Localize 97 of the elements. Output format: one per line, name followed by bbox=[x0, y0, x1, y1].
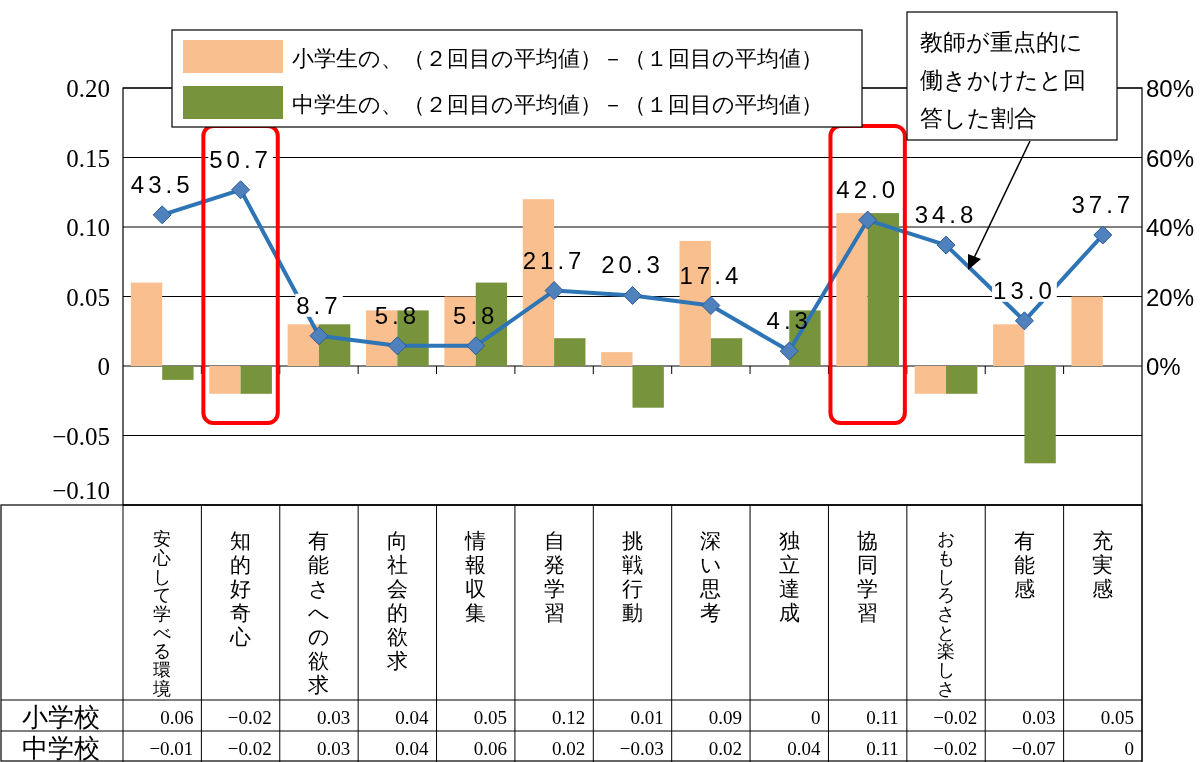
text: 中学校 bbox=[22, 734, 100, 762]
x-tick-label: 自発学習 bbox=[543, 528, 565, 625]
data-label: 17.4 bbox=[679, 261, 743, 289]
data-label: 0.12 bbox=[552, 707, 586, 728]
point bbox=[623, 285, 642, 305]
data-label: 0.05 bbox=[473, 707, 507, 728]
bar bbox=[554, 338, 586, 366]
x-tick-label: 知的好奇心 bbox=[229, 528, 252, 649]
data-label: 0 bbox=[810, 707, 821, 728]
legend-label: 小学生の、（２回目の平均値）－（１回目の平均値） bbox=[292, 46, 823, 71]
annotation: 教師が重点的に働きかけたと回答した割合 bbox=[920, 29, 1086, 131]
point bbox=[936, 235, 956, 255]
point bbox=[779, 341, 799, 361]
bar bbox=[946, 366, 978, 394]
point bbox=[1093, 225, 1113, 245]
bar bbox=[836, 213, 868, 366]
data-label: 0 bbox=[1124, 738, 1134, 759]
x-tick-label: 独立達成 bbox=[778, 528, 800, 625]
legend-label: 中学生の、（２回目の平均値）－（１回目の平均値） bbox=[292, 92, 823, 117]
data-label: 0.04 bbox=[395, 707, 430, 728]
point bbox=[544, 281, 564, 301]
y-tick-label: −0.05 bbox=[52, 422, 110, 450]
data-label: 0.03 bbox=[316, 738, 351, 759]
data-label: −0.02 bbox=[227, 738, 272, 759]
data-label: 43.5 bbox=[130, 170, 194, 198]
data-label: 37.7 bbox=[1071, 190, 1135, 218]
y-tick-label: 0.10 bbox=[66, 214, 110, 241]
data-label: 50.7 bbox=[209, 145, 272, 173]
bar bbox=[993, 324, 1025, 366]
data-label: −0.02 bbox=[933, 707, 978, 728]
data-label: 42.0 bbox=[836, 176, 900, 204]
data-label: 0.02 bbox=[708, 738, 743, 759]
bar bbox=[1071, 296, 1103, 366]
category-label: 安心して学べる環境 bbox=[153, 529, 172, 699]
data-label: 0.01 bbox=[630, 707, 664, 728]
data-label: 5.8 bbox=[374, 301, 421, 329]
category-label: おもしろさと楽しさ bbox=[937, 529, 956, 699]
y2-tick-label: 0% bbox=[1146, 353, 1181, 380]
point bbox=[701, 296, 721, 316]
data-label: 5.8 bbox=[453, 301, 499, 329]
text: 小学校 bbox=[22, 703, 100, 732]
data-label: 0.02 bbox=[552, 738, 586, 759]
bar bbox=[209, 366, 241, 394]
point bbox=[231, 180, 251, 200]
data-label: 0.04 bbox=[787, 738, 821, 759]
y-tick-label: 0.05 bbox=[66, 283, 110, 311]
x-tick-label: 充実感 bbox=[1092, 528, 1114, 601]
y-tick-label: 0.15 bbox=[66, 144, 110, 172]
data-label: 20.3 bbox=[601, 251, 664, 279]
y2-tick-label: 40% bbox=[1146, 214, 1195, 241]
bar bbox=[162, 366, 194, 380]
y2-tick-label: 80% bbox=[1146, 75, 1195, 102]
x-tick-label: 有能感 bbox=[1013, 528, 1035, 601]
bar bbox=[1024, 366, 1056, 464]
x-tick-label: 協同学習 bbox=[857, 528, 879, 625]
x-tick-label: 有能さへの欲求 bbox=[307, 528, 330, 697]
bar bbox=[710, 338, 743, 366]
data-label: 13.0 bbox=[993, 276, 1056, 304]
x-tick-label: 深い思考 bbox=[699, 528, 722, 625]
bar bbox=[287, 324, 319, 366]
x-tick-label: 情報収集 bbox=[464, 528, 487, 625]
point bbox=[858, 210, 878, 230]
data-label: 0.03 bbox=[316, 707, 351, 728]
data-label: −0.03 bbox=[619, 738, 664, 759]
data-label: 0.11 bbox=[866, 707, 899, 728]
y-tick-label: 0.20 bbox=[66, 75, 110, 102]
point bbox=[466, 336, 486, 356]
y2-tick-label: 60% bbox=[1146, 144, 1195, 172]
point bbox=[387, 336, 407, 356]
point bbox=[309, 326, 329, 346]
data-label: 34.8 bbox=[914, 201, 978, 229]
data-label: 0.05 bbox=[1100, 707, 1134, 728]
data-label: 21.7 bbox=[522, 246, 586, 274]
data-label: 0.04 bbox=[395, 738, 430, 759]
data-label: 0.09 bbox=[708, 707, 743, 728]
data-label: −0.02 bbox=[227, 707, 272, 728]
x-tick-label: 向社会的欲求 bbox=[386, 528, 408, 673]
x-tick-label: 挑戦行動 bbox=[622, 528, 643, 625]
point bbox=[152, 205, 172, 225]
data-label: −0.01 bbox=[149, 738, 194, 759]
point bbox=[1014, 311, 1034, 331]
bar bbox=[240, 366, 272, 394]
data-label: −0.07 bbox=[1011, 738, 1056, 759]
bar bbox=[632, 366, 664, 408]
data-label: 0.03 bbox=[1022, 707, 1056, 728]
y-tick-label: 0 bbox=[97, 353, 110, 380]
bar bbox=[601, 352, 633, 366]
y2-tick-label: 20% bbox=[1146, 283, 1195, 311]
bar bbox=[914, 366, 947, 394]
data-label: −0.02 bbox=[933, 738, 978, 759]
data-label: 0.06 bbox=[473, 738, 507, 759]
data-label: 0.11 bbox=[866, 738, 899, 759]
data-label: 8.7 bbox=[296, 291, 342, 319]
data-label: 0.06 bbox=[160, 707, 194, 728]
bar bbox=[130, 282, 163, 366]
y-tick-label: −0.10 bbox=[52, 477, 110, 504]
bar bbox=[867, 213, 900, 366]
